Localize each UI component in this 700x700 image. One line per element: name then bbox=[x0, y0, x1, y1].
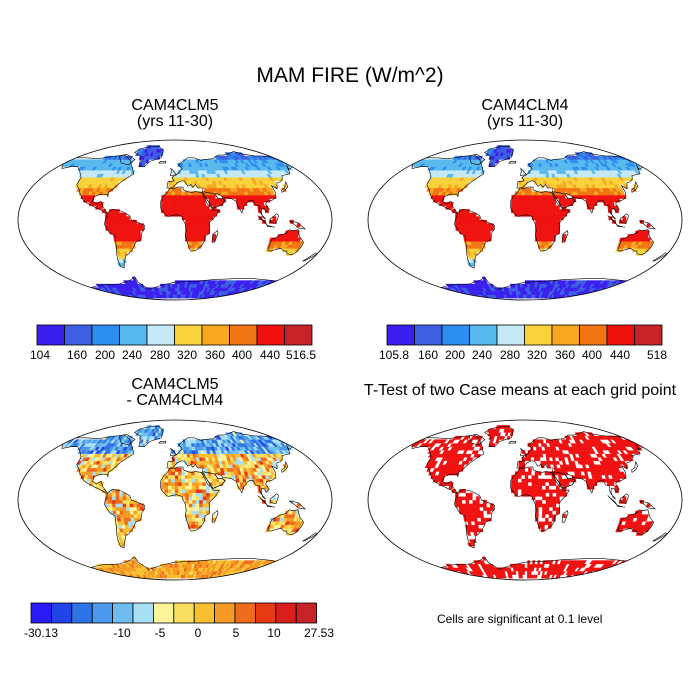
colorbar-box bbox=[152, 602, 175, 624]
colorbar-box bbox=[30, 602, 52, 624]
colorbar-label: 320 bbox=[527, 348, 547, 362]
colorbar-label: 400 bbox=[582, 348, 602, 362]
colorbar-label: 360 bbox=[205, 348, 225, 362]
colorbar-box bbox=[229, 324, 258, 346]
map-panel-cam4clm4 bbox=[367, 139, 683, 301]
colorbar-box bbox=[146, 324, 175, 346]
colorbar-box bbox=[284, 324, 313, 346]
map-border bbox=[17, 419, 333, 581]
colorbar-box bbox=[469, 324, 498, 346]
colorbar-box bbox=[174, 324, 203, 346]
colorbar-box bbox=[112, 602, 134, 624]
colorbar-box bbox=[256, 324, 285, 346]
colorbar-box bbox=[386, 324, 415, 346]
map-border bbox=[17, 139, 333, 301]
colorbar-box bbox=[634, 324, 663, 346]
colorbar-label: 27.53 bbox=[304, 626, 334, 640]
colorbar-box bbox=[51, 602, 73, 624]
colorbar-box bbox=[71, 602, 93, 624]
colorbar-label: 105.8 bbox=[379, 348, 409, 362]
colorbar-label: 280 bbox=[150, 348, 170, 362]
coastlines bbox=[411, 425, 668, 580]
colorbar-label: 104 bbox=[30, 348, 50, 362]
panel-1-title-line2: (yrs 11-30) bbox=[136, 113, 214, 130]
map-panel-cam4clm5 bbox=[17, 139, 333, 301]
map-panel-ttest bbox=[367, 419, 683, 581]
panel-2-title-line2: (yrs 11-30) bbox=[486, 113, 564, 130]
panel-1-title: CAM4CLM5 (yrs 11-30) bbox=[35, 98, 315, 130]
colorbar-label: 240 bbox=[122, 348, 142, 362]
colorbar-label: 200 bbox=[95, 348, 115, 362]
colorbar-box bbox=[132, 602, 154, 624]
colorbar-box bbox=[119, 324, 148, 346]
map-border bbox=[367, 139, 683, 301]
colorbar-box bbox=[496, 324, 525, 346]
colorbar-box bbox=[524, 324, 553, 346]
colorbar-box bbox=[234, 602, 256, 624]
map-panel-difference bbox=[17, 419, 333, 581]
colorbar-box bbox=[173, 602, 195, 624]
panel-2-title-line1: CAM4CLM4 bbox=[481, 97, 569, 114]
colorbar-box bbox=[551, 324, 580, 346]
colorbar-box bbox=[254, 602, 277, 624]
panel-1-title-line1: CAM4CLM5 bbox=[131, 97, 219, 114]
panel-3-title: CAM4CLM5 - CAM4CLM4 bbox=[35, 377, 315, 409]
colorbar-label: 320 bbox=[177, 348, 197, 362]
colorbar-box bbox=[579, 324, 608, 346]
colorbar-label: 240 bbox=[472, 348, 492, 362]
colorbar-label: 360 bbox=[555, 348, 575, 362]
colorbar-label: 200 bbox=[445, 348, 465, 362]
colorbar-box bbox=[606, 324, 635, 346]
colorbar-label: 10 bbox=[267, 626, 281, 640]
colorbar-box bbox=[64, 324, 93, 346]
panel-4-title-line1: T-Test of two Case means at each grid po… bbox=[363, 382, 677, 399]
figure-title: MAM FIRE (W/m^2) bbox=[256, 64, 444, 87]
panel-2-title: CAM4CLM4 (yrs 11-30) bbox=[385, 98, 665, 130]
colorbar-box bbox=[91, 324, 120, 346]
colorbar-label: 160 bbox=[418, 348, 438, 362]
colorbar-label: 400 bbox=[232, 348, 252, 362]
colorbar-box bbox=[201, 324, 230, 346]
colorbar-box bbox=[295, 602, 318, 624]
map-border bbox=[367, 419, 683, 581]
colorbar-box bbox=[275, 602, 297, 624]
colorbar-label: 518 bbox=[647, 348, 667, 362]
significance-note: Cells are significant at 0.1 level bbox=[437, 612, 603, 626]
colorbar-label: 280 bbox=[500, 348, 520, 362]
panel-3-title-line2: - CAM4CLM4 bbox=[126, 392, 224, 409]
colorbar-cam4clm4: 105.8 160 200 240 280 320 360 400 440 518 bbox=[379, 324, 667, 362]
colorbar-label: -5 bbox=[155, 626, 166, 640]
coastlines bbox=[411, 145, 668, 300]
panel-4-title: T-Test of two Case means at each grid po… bbox=[352, 383, 688, 399]
colorbar-label: 516.5 bbox=[286, 348, 316, 362]
colorbar-label: 440 bbox=[610, 348, 630, 362]
colorbar-box bbox=[414, 324, 443, 346]
colorbar-label: 5 bbox=[233, 626, 240, 640]
colorbar-difference: -30.13 -10 -5 0 5 10 27.53 bbox=[24, 602, 334, 640]
colorbar-box bbox=[214, 602, 236, 624]
colorbar-label: -10 bbox=[113, 626, 131, 640]
map-cells bbox=[410, 145, 654, 299]
colorbar-box bbox=[441, 324, 470, 346]
colorbar-box bbox=[91, 602, 113, 624]
colorbar-box bbox=[193, 602, 215, 624]
colorbar-label: 0 bbox=[195, 626, 202, 640]
panel-3-title-line1: CAM4CLM5 bbox=[131, 376, 219, 393]
colorbar-box bbox=[36, 324, 65, 346]
colorbar-cam4clm5: 104 160 200 240 280 320 360 400 440 516.5 bbox=[30, 324, 316, 362]
colorbar-label: 160 bbox=[67, 348, 87, 362]
colorbar-label: 440 bbox=[260, 348, 280, 362]
colorbar-label: -30.13 bbox=[24, 626, 58, 640]
